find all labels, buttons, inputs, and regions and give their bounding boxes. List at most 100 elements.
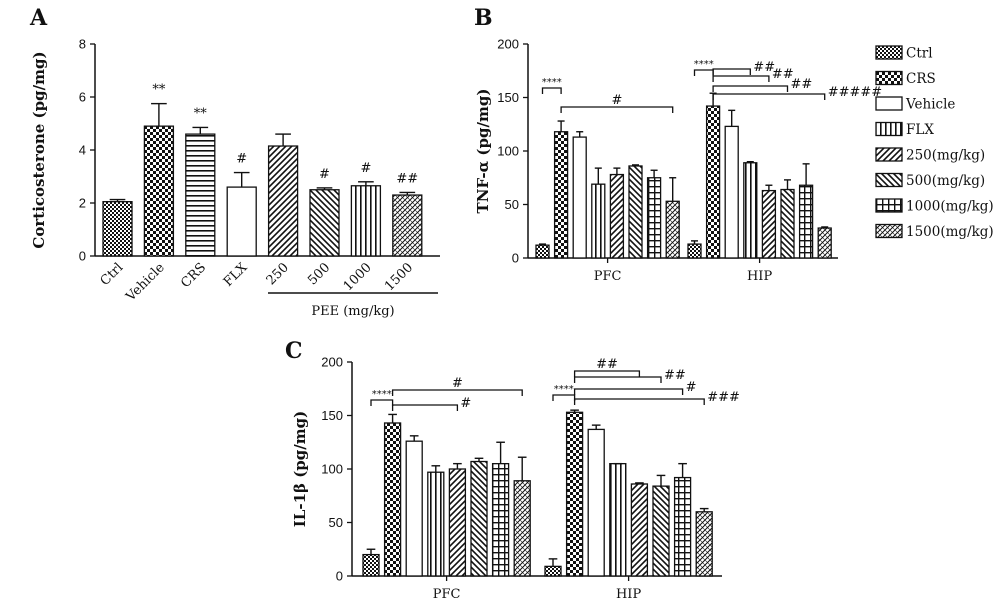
y-axis-title: Corticosterone (pg/mg) — [30, 51, 48, 248]
y-tick-label-100: 100 — [321, 462, 343, 477]
y-tick-label-50: 50 — [329, 515, 343, 530]
bar-ctrl — [102, 201, 133, 257]
bar-hip-s3 — [743, 162, 758, 259]
bar-pfc-s1 — [383, 422, 402, 577]
bar-hip-s7 — [695, 511, 713, 577]
bar-pfc-s3 — [427, 471, 445, 577]
y-tick-label-0: 0 — [512, 251, 519, 266]
significance-label: # — [236, 152, 247, 167]
bar-hip-s5 — [780, 188, 795, 259]
x-tick-label: 250 — [264, 260, 292, 288]
significance-bracket — [712, 85, 789, 92]
bar-pfc-s5 — [628, 165, 643, 259]
legend-label: 1000(mg/kg) — [906, 199, 994, 215]
y-tick-label-50: 50 — [505, 197, 519, 212]
significance-label: ** — [152, 83, 166, 98]
y-tick-label-2: 2 — [79, 196, 86, 211]
x-tick-label: 500 — [305, 260, 333, 288]
panel-a: 0 2 4 6 8 Corticosterone (pg/mg) A Ctrl ** Vehicl… — [29, 5, 440, 319]
y-tick-label-4: 4 — [79, 143, 86, 158]
significance-bracket — [573, 388, 684, 395]
panel-letter: A — [29, 5, 48, 31]
panel-letter: C — [285, 338, 303, 364]
legend-swatch — [875, 45, 903, 60]
bar-hip-s1 — [705, 105, 721, 259]
x-group-label: HIP — [616, 587, 641, 602]
x-tick-label: CRS — [178, 260, 209, 291]
significance-label: **** — [554, 384, 574, 395]
significance-bracket — [560, 106, 674, 113]
y-axis-title: TNF-α (pg/mg) — [474, 89, 492, 214]
x-group-label: PFC — [594, 269, 622, 284]
y-tick-label-0: 0 — [79, 249, 86, 264]
significance-label: # — [460, 396, 471, 411]
legend-swatch — [875, 70, 903, 86]
x-group-label: HIP — [747, 269, 772, 284]
y-tick-label-8: 8 — [79, 37, 86, 52]
significance-bracket — [712, 75, 770, 82]
x-tick-label: 1500 — [382, 260, 416, 294]
bar-pfc-s1 — [553, 131, 569, 259]
bar-pfc-s2 — [405, 440, 423, 577]
bar-vehicle — [143, 125, 175, 257]
significance-bracket — [391, 389, 523, 396]
bar-hip-s3 — [609, 462, 627, 577]
bar-hip-s2 — [587, 428, 605, 577]
bar-hip-s6 — [673, 476, 692, 577]
bar-hip-s4 — [761, 189, 777, 259]
significance-label: ## — [596, 357, 618, 372]
y-axis-title: IL-1β (pg/mg) — [291, 411, 309, 527]
bar-250 — [267, 145, 299, 257]
significance-label: ## — [753, 60, 775, 75]
bar-500 — [309, 189, 340, 257]
significance-label: ## — [396, 171, 418, 186]
significance-label: ## — [791, 77, 813, 92]
legend: Ctrl CRS Vehicle FLX 250(mg/kg) 500(mg/kg) 100… — [875, 45, 994, 240]
y-tick-label-0: 0 — [336, 569, 343, 584]
bar-pfc-s0 — [362, 553, 380, 577]
bar-pfc-s4 — [448, 468, 467, 577]
bar-hip-s1 — [565, 411, 584, 577]
bar-pfc-s0 — [535, 244, 550, 259]
x-tick-label: 1000 — [341, 260, 375, 294]
significance-label: # — [452, 376, 463, 391]
bar-hip-s7 — [817, 227, 832, 259]
significance-bracket — [693, 69, 714, 76]
significance-bracket — [552, 394, 576, 401]
bar-hip-s0 — [687, 243, 702, 259]
bar-1500 — [392, 194, 423, 257]
significance-label: ## — [664, 368, 686, 383]
significance-label: ## — [772, 67, 794, 82]
significance-bracket — [573, 370, 641, 377]
bar-pfc-s6 — [646, 177, 662, 259]
x-tick-label: Ctrl — [98, 260, 127, 289]
significance-label: # — [319, 167, 330, 182]
y-tick-label-200: 200 — [497, 37, 519, 52]
x-tick-label: FLX — [221, 260, 251, 290]
significance-label: # — [611, 93, 622, 108]
legend-label: 1500(mg/kg) — [906, 224, 994, 240]
group-label: PEE (mg/kg) — [311, 304, 394, 319]
legend-label: Vehicle — [905, 97, 955, 113]
x-tick-label: Vehicle — [123, 260, 168, 305]
legend-swatch — [875, 223, 903, 239]
bar-pfc-s4 — [609, 173, 625, 259]
bar-flx — [226, 186, 257, 257]
y-tick-label-6: 6 — [79, 90, 86, 105]
legend-label: 500(mg/kg) — [906, 173, 985, 189]
y-tick-label-150: 150 — [497, 90, 519, 105]
bar-hip-s0 — [544, 565, 562, 577]
bar-crs — [185, 133, 216, 257]
legend-swatch — [875, 147, 903, 162]
significance-bracket — [712, 93, 826, 100]
significance-label: ** — [194, 106, 208, 121]
significance-bracket — [712, 68, 751, 75]
y-tick-label-150: 150 — [321, 408, 343, 423]
significance-label: **** — [372, 389, 392, 400]
significance-bracket — [573, 376, 662, 383]
significance-label: **** — [694, 59, 714, 70]
legend-swatch — [875, 96, 903, 111]
legend-swatch — [875, 198, 903, 213]
legend-label: CRS — [906, 71, 936, 87]
